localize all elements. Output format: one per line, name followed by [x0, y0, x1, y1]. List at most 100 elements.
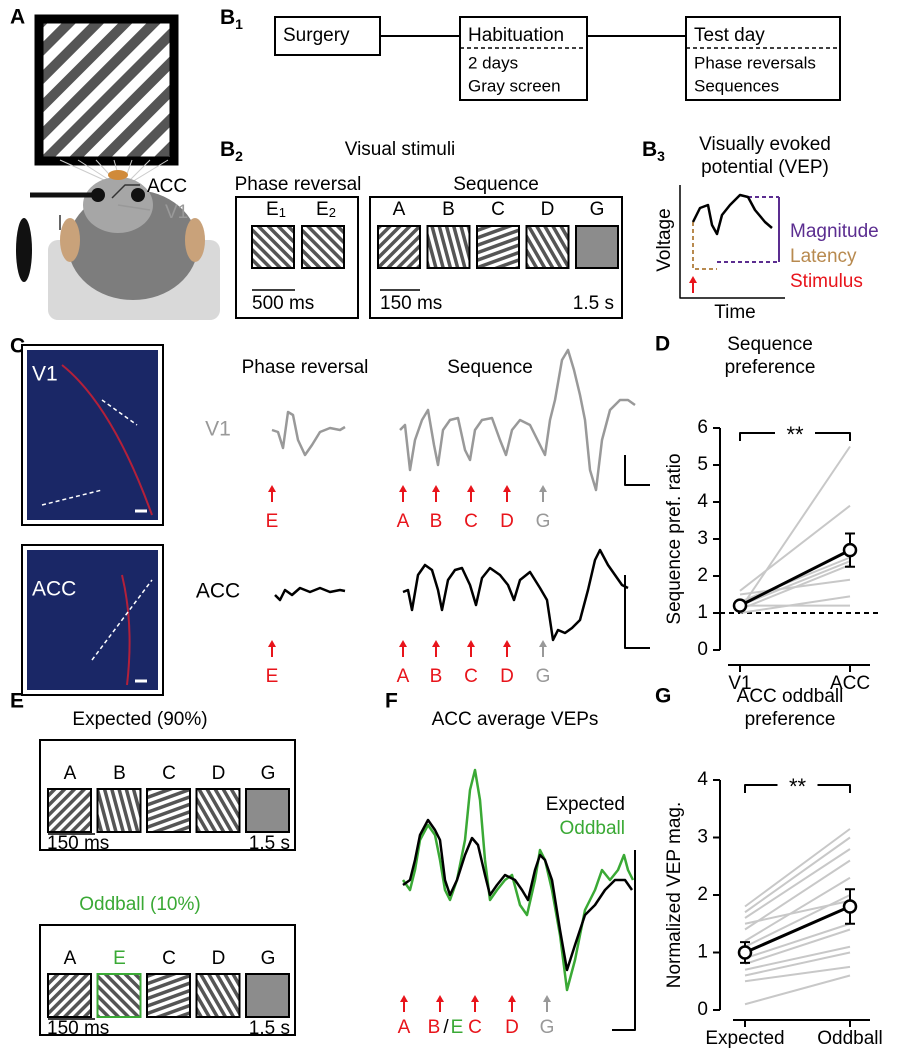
arrow-head — [543, 995, 551, 1002]
vep-trace — [402, 548, 629, 642]
scale-bar — [612, 850, 636, 1031]
subject-line — [744, 951, 851, 977]
subject-line — [739, 560, 851, 607]
ear — [60, 218, 80, 262]
duration: 1.5 s — [573, 293, 614, 314]
y-tick-label: 4 — [697, 769, 708, 790]
arrow-head — [400, 995, 408, 1002]
y-tick-label: 1 — [697, 942, 708, 963]
panel-title: Visually evoked — [699, 134, 831, 155]
chart-title: preference — [725, 357, 816, 378]
step-box — [274, 16, 381, 56]
condition-title: Expected (90%) — [72, 709, 207, 730]
arrow-head — [467, 485, 475, 492]
y-tick-label: 3 — [697, 827, 708, 848]
chart-title: preference — [745, 709, 836, 730]
stimulus-square — [195, 973, 241, 1018]
stimulus-label: A — [64, 948, 77, 969]
label-subscript: 2 — [329, 205, 336, 220]
step-box — [685, 16, 841, 101]
legend-entry: Magnitude — [790, 221, 879, 242]
label-subscript: 1 — [235, 16, 243, 32]
subject-line — [744, 828, 851, 908]
arrow-head — [503, 485, 511, 492]
stimulus-square — [96, 788, 142, 833]
stimulus-label: G — [261, 948, 276, 969]
step-title: Test day — [694, 25, 765, 46]
arrow-head — [399, 485, 407, 492]
stimulus-label: E1 — [266, 199, 286, 220]
histology-boundary — [41, 399, 138, 506]
step-box — [459, 16, 588, 101]
stimulus-marker: E — [451, 1017, 464, 1038]
mean-point — [842, 542, 858, 558]
panel-title: potential (VEP) — [701, 157, 829, 178]
image-label: ACC — [32, 578, 76, 601]
stimulus-square — [575, 225, 619, 269]
step-title: Habituation — [468, 25, 564, 46]
stimulus-marker: C — [464, 666, 478, 687]
label-letter: B — [642, 138, 657, 161]
arrow-head — [268, 485, 276, 492]
subject-line — [739, 556, 851, 603]
y-axis-label: Sequence pref. ratio — [664, 453, 685, 624]
stimulus-marker: B — [428, 1017, 441, 1038]
arrow-head — [432, 485, 440, 492]
arrow-head — [539, 640, 547, 647]
stimulus-square — [377, 225, 421, 269]
subject-line — [744, 945, 851, 971]
stimulus-marker: D — [500, 666, 514, 687]
panel-label: G — [655, 685, 671, 708]
y-tick-label: 0 — [697, 639, 708, 660]
scale-bar — [624, 575, 650, 649]
bracket-gap — [775, 427, 815, 439]
latency-marker — [692, 222, 717, 270]
condition-box — [39, 924, 296, 1036]
vep-trace — [691, 193, 773, 236]
scale-bar — [624, 455, 650, 486]
x-tick-label: Oddball — [817, 1028, 883, 1049]
stimulus-square — [195, 788, 241, 833]
y-axis-label: Normalized VEP mag. — [664, 802, 685, 989]
stimulus-label: C — [162, 763, 176, 784]
stimulus-square — [47, 973, 92, 1018]
subject-line — [744, 899, 851, 925]
histology-track — [61, 364, 153, 516]
panel-label: B1 — [220, 6, 243, 32]
stimulus-label: E2 — [316, 199, 336, 220]
label-subscript: 3 — [657, 148, 665, 164]
legend-entry: Oddball — [560, 818, 626, 839]
panel-label: B2 — [220, 138, 243, 164]
subject-line — [744, 836, 851, 914]
electrode-label: V1 — [165, 202, 188, 223]
stimulus-marker: A — [397, 511, 410, 532]
stimulus-label: B — [442, 199, 455, 220]
y-axis-label: Voltage — [654, 208, 675, 271]
arrow-head — [539, 485, 547, 492]
column-title: Sequence — [447, 357, 533, 378]
panel-label: A — [10, 6, 25, 29]
vep-trace — [274, 586, 346, 602]
stimulus-square — [525, 225, 570, 269]
stimulus-square — [245, 973, 290, 1018]
duration: 1.5 s — [249, 833, 290, 854]
stimulus-marker: E — [266, 666, 279, 687]
electrode — [117, 204, 151, 211]
panel-title: ACC average VEPs — [432, 709, 599, 730]
arrow-head — [689, 276, 697, 283]
duration: 150 ms — [380, 293, 442, 314]
legend-entry: Expected — [546, 794, 625, 815]
head-bar — [16, 218, 32, 282]
subject-line — [739, 445, 851, 610]
subject-line — [744, 965, 851, 983]
stimulus-marker: E — [266, 511, 279, 532]
step-detail: 2 days — [468, 53, 518, 72]
stimulus-label: D — [212, 763, 226, 784]
y-tick-label: 2 — [697, 884, 708, 905]
stimulus-label: D — [212, 948, 226, 969]
significance-label: ** — [789, 774, 807, 799]
arrow-head — [503, 640, 511, 647]
mean-point — [732, 598, 748, 613]
label-letter: E — [266, 199, 279, 220]
stimulus-marker: C — [464, 511, 478, 532]
